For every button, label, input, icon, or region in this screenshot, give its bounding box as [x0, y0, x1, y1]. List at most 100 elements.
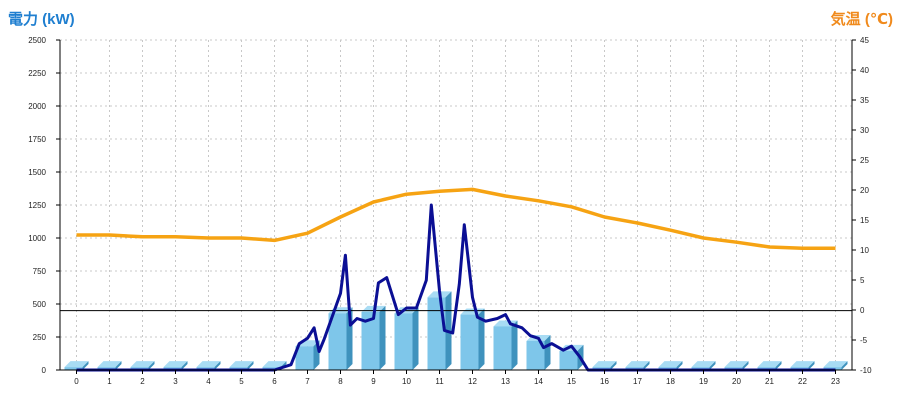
bar-top: [64, 361, 89, 368]
x-tick-label: 7: [305, 377, 310, 386]
bar-top: [163, 361, 188, 368]
temperature-line: [76, 187, 836, 250]
x-tick-label: 6: [272, 377, 277, 386]
bar-front: [460, 314, 479, 370]
x-tick-label: 17: [633, 377, 642, 386]
x-tick-label: 12: [468, 377, 477, 386]
bar-front: [361, 311, 380, 370]
y-left-tick-label: 1000: [28, 234, 46, 243]
bar-side: [478, 308, 485, 370]
x-tick-label: 21: [765, 377, 774, 386]
x-tick-label: 8: [338, 377, 343, 386]
y-right-tick-label: 5: [860, 276, 865, 285]
bar-front: [559, 350, 578, 370]
x-tick-label: 13: [501, 377, 510, 386]
x-tick-label: 3: [173, 377, 178, 386]
power-series: [76, 203, 836, 372]
y-left-tick-label: 1500: [28, 168, 46, 177]
bar-side: [511, 320, 518, 370]
bar-front: [493, 326, 512, 370]
x-tick-label: 15: [567, 377, 576, 386]
x-tick-label: 4: [206, 377, 211, 386]
x-tick-label: 1: [107, 377, 112, 386]
bar-top: [757, 361, 782, 368]
x-tick-label: 2: [140, 377, 145, 386]
bar: [460, 308, 485, 370]
bar-side: [82, 361, 89, 370]
bar-side: [841, 361, 848, 370]
x-tick-label: 20: [732, 377, 741, 386]
x-tick-label: 19: [699, 377, 708, 386]
y-right-tick-label: 45: [860, 36, 869, 45]
x-tick-label: 9: [371, 377, 376, 386]
bar-top: [823, 361, 848, 368]
x-tick-label: 18: [666, 377, 675, 386]
y-left-tick-label: 250: [33, 333, 47, 342]
y-right-tick-label: 30: [860, 126, 869, 135]
bar-top: [724, 361, 749, 368]
bar-front: [427, 297, 446, 370]
bar-side: [742, 361, 749, 370]
bar-top: [130, 361, 155, 368]
bar-side: [247, 361, 254, 370]
y-right-tick-label: 0: [860, 306, 865, 315]
bar: [64, 361, 89, 370]
bar: [394, 307, 419, 370]
tick-label-layer: 02505007501000125015001750200022502500-1…: [28, 36, 872, 386]
bar-side: [148, 361, 155, 370]
bar-side: [676, 361, 683, 370]
y-right-tick-label: 25: [860, 156, 869, 165]
bar-side: [544, 334, 551, 370]
power-line: [76, 203, 836, 372]
x-tick-label: 5: [239, 377, 244, 386]
bar-side: [808, 361, 815, 370]
bar-front: [394, 313, 413, 370]
bar-top: [460, 308, 485, 315]
y-axis-right-label: 気温 (℃): [831, 10, 893, 28]
bar-side: [412, 307, 419, 370]
y-left-tick-label: 2500: [28, 36, 46, 45]
bar-side: [181, 361, 188, 370]
x-tick-label: 10: [402, 377, 411, 386]
y-left-tick-label: 500: [33, 300, 47, 309]
bar-side: [775, 361, 782, 370]
x-tick-label: 11: [435, 377, 444, 386]
bar-top: [592, 361, 617, 368]
x-tick-label: 23: [831, 377, 840, 386]
bar-top: [658, 361, 683, 368]
y-right-tick-label: 40: [860, 66, 869, 75]
x-tick-label: 16: [600, 377, 609, 386]
y-left-tick-label: 1250: [28, 201, 46, 210]
bar-top: [196, 361, 221, 368]
bar: [493, 320, 518, 370]
y-left-tick-label: 2000: [28, 102, 46, 111]
y-left-tick-label: 2250: [28, 69, 46, 78]
bar-front: [64, 367, 83, 370]
bar-front: [295, 346, 314, 370]
y-left-tick-label: 750: [33, 267, 47, 276]
bar-side: [643, 361, 650, 370]
x-tick-label: 14: [534, 377, 543, 386]
y-right-tick-label: -5: [860, 336, 868, 345]
bar-side: [610, 361, 617, 370]
y-right-tick-label: 35: [860, 96, 869, 105]
bar-top: [790, 361, 815, 368]
bar-top: [262, 361, 287, 368]
grid-layer: [60, 39, 852, 370]
temperature-series: [76, 187, 836, 250]
y-right-tick-label: -10: [860, 366, 872, 375]
bar-side: [379, 305, 386, 370]
bar-top: [691, 361, 716, 368]
bar-side: [115, 361, 122, 370]
bar-top: [97, 361, 122, 368]
x-tick-label: 22: [798, 377, 807, 386]
y-left-tick-label: 0: [42, 366, 47, 375]
axis-layer: [56, 39, 856, 374]
bar-side: [709, 361, 716, 370]
bar-top: [625, 361, 650, 368]
y-right-tick-label: 10: [860, 246, 869, 255]
bar-top: [229, 361, 254, 368]
y-right-tick-label: 20: [860, 186, 869, 195]
bar-front: [328, 313, 347, 370]
